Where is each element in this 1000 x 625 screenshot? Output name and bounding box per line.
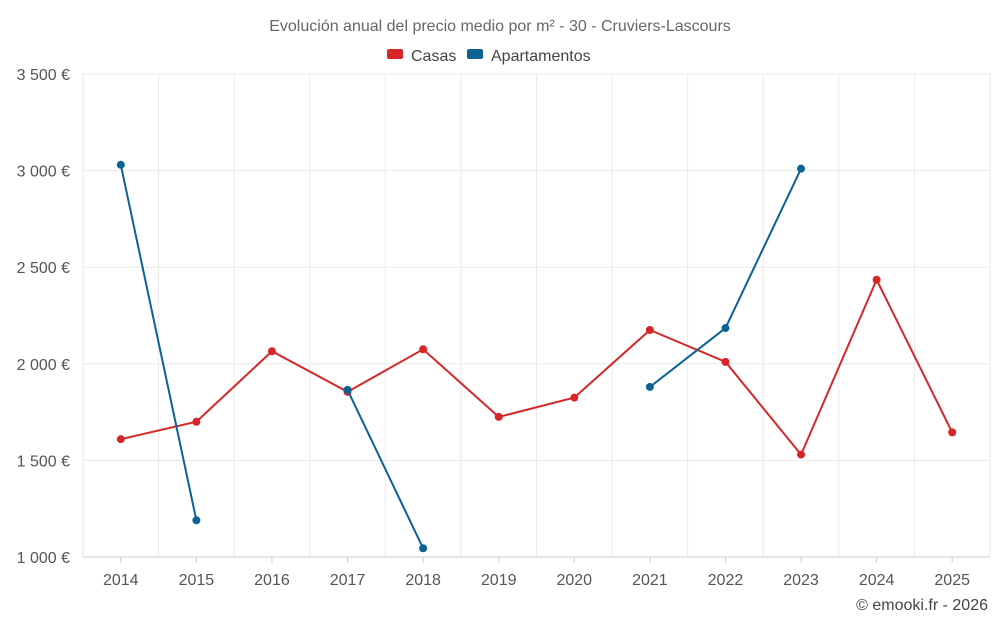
x-tick-label: 2017 xyxy=(330,572,366,589)
data-point-casas[interactable] xyxy=(419,345,428,354)
data-point-apartamentos[interactable] xyxy=(645,382,654,391)
x-tick-label: 2020 xyxy=(556,572,592,589)
x-tick-label: 2015 xyxy=(179,572,215,589)
y-tick-label: 1 000 € xyxy=(17,550,70,567)
data-point-casas[interactable] xyxy=(797,450,806,459)
y-tick-label: 2 000 € xyxy=(17,357,70,374)
y-axis: 1 000 € 1 500 € 2 000 € 2 500 € 3 000 € 3 500… xyxy=(17,67,70,567)
data-point-casas[interactable] xyxy=(192,417,201,426)
data-point-apartamentos[interactable] xyxy=(721,324,730,333)
x-tick-label: 2016 xyxy=(254,572,290,589)
y-tick-label: 3 000 € xyxy=(17,164,70,181)
grid-lines xyxy=(82,73,991,558)
data-point-casas[interactable] xyxy=(645,325,654,334)
x-tick-label: 2014 xyxy=(103,572,139,589)
x-tick-label: 2021 xyxy=(632,572,668,589)
legend[interactable]: Casas Apartamentos xyxy=(387,48,591,65)
data-point-casas[interactable] xyxy=(267,347,276,356)
data-point-apartamentos[interactable] xyxy=(116,160,125,169)
data-point-casas[interactable] xyxy=(494,412,503,421)
data-point-casas[interactable] xyxy=(116,435,125,444)
legend-label-apartamentos[interactable]: Apartamentos xyxy=(491,48,591,65)
data-point-apartamentos[interactable] xyxy=(192,516,201,525)
data-point-apartamentos[interactable] xyxy=(797,164,806,173)
x-tick-label: 2024 xyxy=(859,572,895,589)
data-point-casas[interactable] xyxy=(948,428,957,437)
legend-swatch-apartamentos[interactable] xyxy=(467,49,483,59)
data-point-casas[interactable] xyxy=(721,357,730,366)
series-line-apartamentos xyxy=(119,164,198,521)
series-layer xyxy=(116,160,957,553)
legend-label-casas[interactable]: Casas xyxy=(411,48,456,65)
x-tick-label: 2022 xyxy=(708,572,744,589)
data-point-casas[interactable] xyxy=(872,275,881,284)
y-tick-label: 1 500 € xyxy=(17,453,70,470)
series-line-apartamentos xyxy=(346,389,425,549)
data-point-apartamentos[interactable] xyxy=(419,544,428,553)
x-tick-label: 2023 xyxy=(783,572,819,589)
series-line-apartamentos xyxy=(649,168,802,388)
series-line-casas xyxy=(120,277,954,457)
x-tick-label: 2019 xyxy=(481,572,517,589)
chart-title: Evolución anual del precio medio por m² … xyxy=(269,18,731,35)
legend-swatch-casas[interactable] xyxy=(387,49,403,59)
x-axis: 2014 2015 2016 2017 2018 2019 2020 2021 2022 2023… xyxy=(103,557,970,589)
data-point-casas[interactable] xyxy=(570,393,579,402)
y-tick-label: 3 500 € xyxy=(17,67,70,84)
x-tick-label: 2018 xyxy=(405,572,441,589)
data-point-apartamentos[interactable] xyxy=(343,385,352,394)
x-tick-label: 2025 xyxy=(934,572,970,589)
credit-text: © emooki.fr - 2026 xyxy=(856,597,988,614)
y-tick-label: 2 500 € xyxy=(17,260,70,277)
